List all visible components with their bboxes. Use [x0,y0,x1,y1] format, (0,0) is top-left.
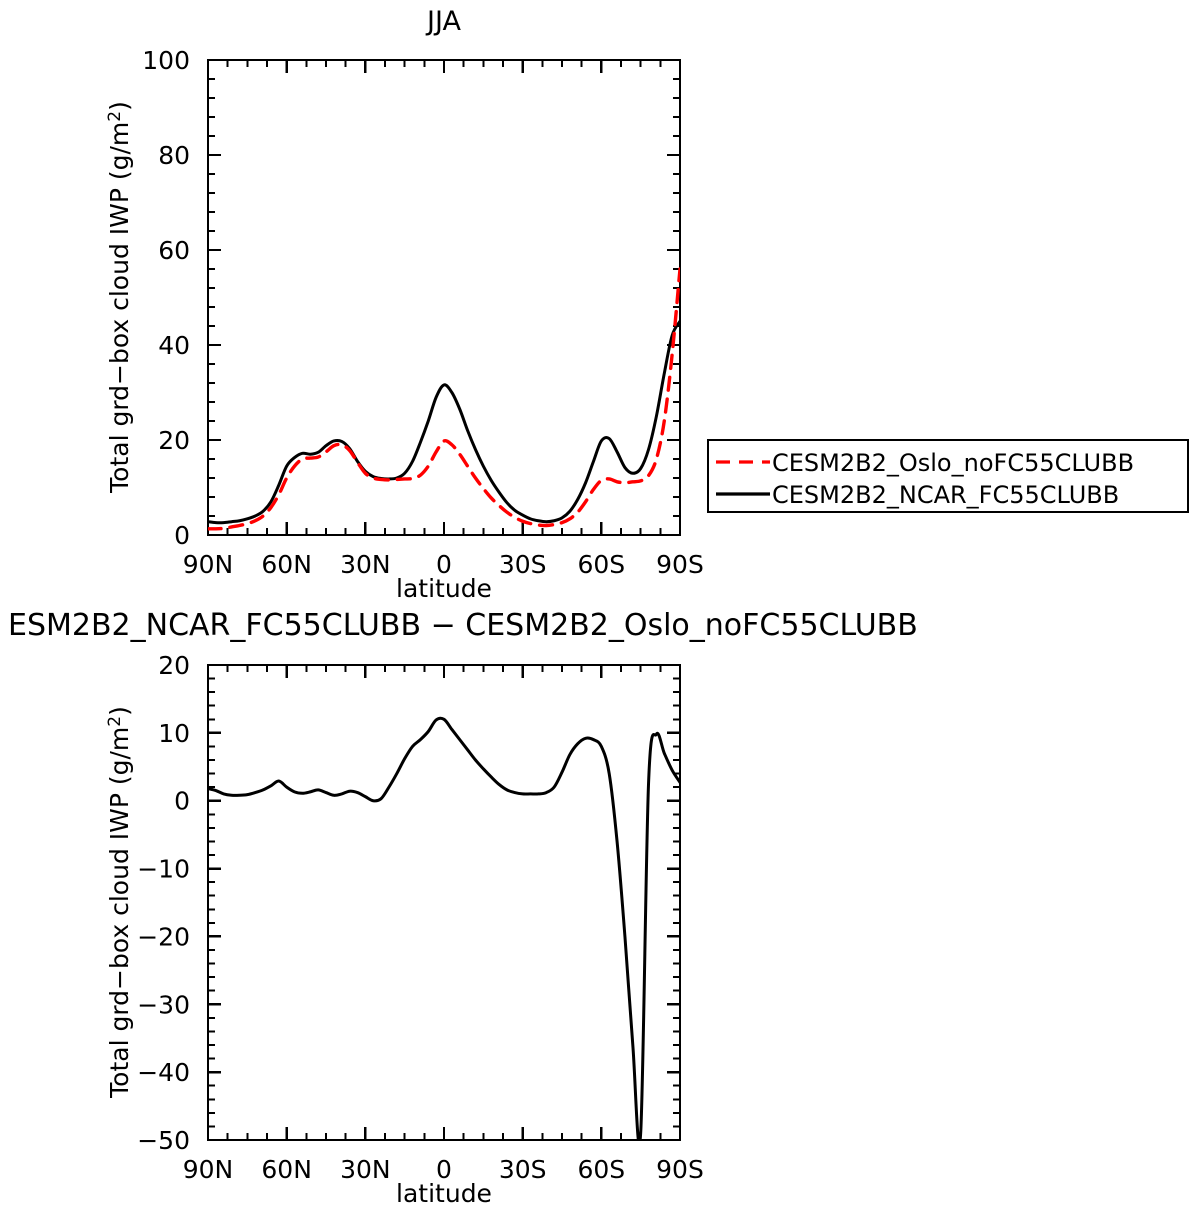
top-panel-ylabel: Total grd−box cloud IWP (g/m2) [105,101,134,494]
ytick-label: 0 [174,787,190,816]
series-line-1 [208,267,680,531]
top-panel-title: JJA [425,6,461,37]
ytick-label: −10 [137,855,190,884]
ytick-label: 0 [174,521,190,550]
difference-panel-title: ESM2B2_NCAR_FC55CLUBB − CESM2B2_Oslo_noF… [8,608,918,643]
bottom-panel-xlabel: latitude [396,1179,492,1208]
ytick-label: 10 [158,719,190,748]
xtick-label: 60S [577,1155,625,1184]
top-panel-xlabel: latitude [396,574,492,603]
series-line-0 [208,319,680,525]
ytick-label: −50 [137,1126,190,1155]
bottom-panel-ticks [206,663,682,1142]
xtick-label: 90S [656,1155,704,1184]
legend-items: CESM2B2_Oslo_noFC55CLUBB CESM2B2_NCAR_FC5… [716,449,1134,509]
bottom-panel-ytick-labels: −50 −40 −30 −20 −10 0 10 20 [137,651,190,1155]
top-panel-ylabel-main: Total grd−box cloud IWP (g/m [105,122,134,494]
ytick-label: 100 [142,46,190,75]
bottom-panel-ylabel-tail: ) [105,706,134,716]
bottom-panel-axes: −50 −40 −30 −20 −10 0 10 20 90N 60N 30N 0 30S 60S 90S [137,651,704,1184]
legend[interactable]: CESM2B2_Oslo_noFC55CLUBB CESM2B2_NCAR_FC5… [706,438,1190,514]
ytick-label: 80 [158,141,190,170]
ytick-label: −30 [137,990,190,1019]
xtick-label: 30N [340,1155,391,1184]
xtick-label: 30N [340,550,391,579]
bottom-panel-series [208,716,680,1140]
top-panel-xtick-labels: 90N 60N 30N 0 30S 60S 90S [183,550,704,579]
ytick-label: −40 [137,1058,190,1087]
bottom-panel-ylabel-superscript: 2 [105,716,125,727]
bottom-panel-xtick-labels: 90N 60N 30N 0 30S 60S 90S [183,1155,704,1184]
ytick-label: −20 [137,922,190,951]
top-panel-ylabel-superscript: 2 [105,111,125,122]
xtick-label: 90S [656,550,704,579]
legend-box [706,438,1190,514]
xtick-label: 60S [577,550,625,579]
ytick-label: 40 [158,331,190,360]
xtick-label: 60N [261,1155,312,1184]
xtick-label: 30S [499,1155,547,1184]
legend-label-0: CESM2B2_Oslo_noFC55CLUBB [772,449,1134,477]
series-line-0 [208,716,680,1140]
top-panel-ylabel-tail: ) [105,101,134,111]
ytick-label: 20 [158,651,190,680]
xtick-label: 60N [261,550,312,579]
xtick-label: 90N [183,1155,234,1184]
xtick-label: 30S [499,550,547,579]
bottom-panel-ylabel-main: Total grd−box cloud IWP (g/m [105,727,134,1099]
legend-label-1: CESM2B2_NCAR_FC55CLUBB [772,481,1119,509]
ytick-label: 60 [158,236,190,265]
xtick-label: 90N [183,550,234,579]
bottom-panel-ylabel: Total grd−box cloud IWP (g/m2) [105,706,134,1099]
top-panel-axes: 0 20 40 60 80 100 90N 60N 30N 0 30S 60S 90S [142,46,704,579]
top-panel: JJA 0 20 40 60 80 100 90N 60N 30N 0 30S 60S 90S lat… [105,6,704,603]
bottom-panel: −50 −40 −30 −20 −10 0 10 20 90N 60N 30N 0 30S 60S 90S… [105,651,704,1208]
top-panel-series [208,267,680,531]
xtick-label: 0 [436,1155,452,1184]
xtick-label: 0 [436,550,452,579]
ytick-label: 20 [158,426,190,455]
top-panel-ytick-labels: 0 20 40 60 80 100 [142,46,190,550]
top-panel-ticks [206,58,682,537]
